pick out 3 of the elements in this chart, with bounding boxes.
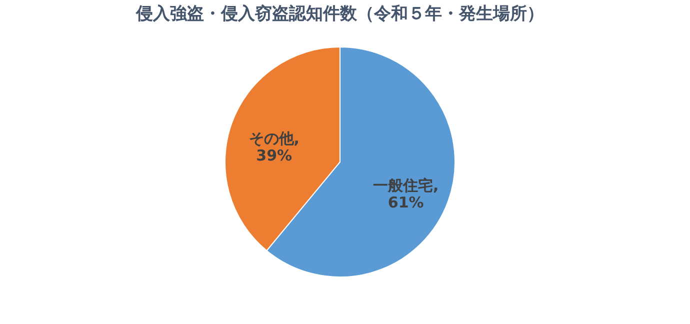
slice-label: 一般住宅, 61% [373, 176, 439, 212]
chart-title: 侵入強盗・侵入窃盗認知件数（令和５年・発生場所） [135, 4, 544, 24]
slice-label: その他, 39% [248, 129, 300, 164]
